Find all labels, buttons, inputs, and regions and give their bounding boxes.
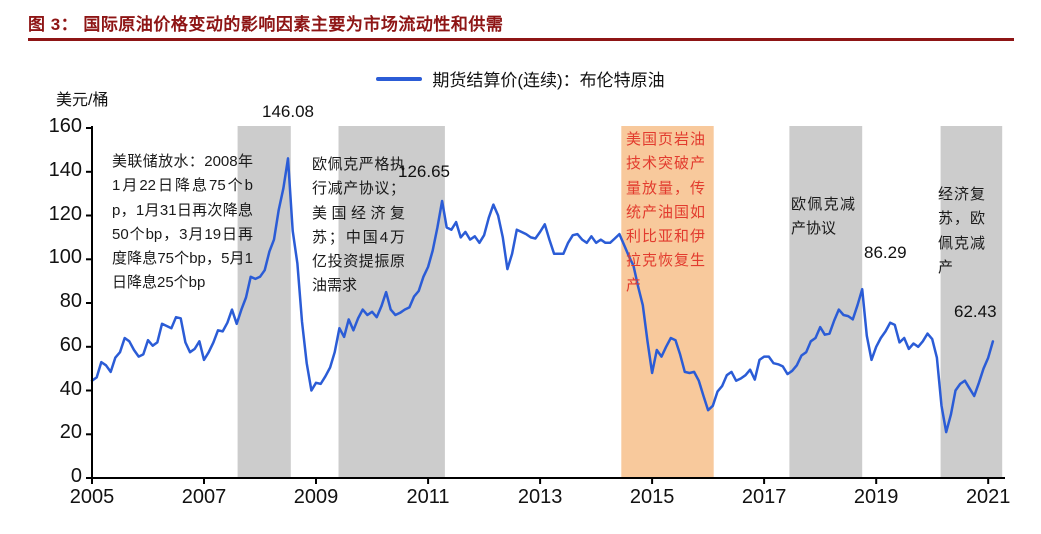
highlight-band	[237, 126, 291, 478]
legend-label: 期货结算价(连续)：布伦特原油	[432, 71, 665, 90]
x-axis-tick-label: 2017	[741, 486, 787, 508]
y-axis-tick-label: 80	[59, 290, 82, 312]
y-axis-unit-label: 美元/桶	[56, 92, 109, 109]
end-label-2021: 62.43	[954, 302, 997, 321]
peak-label-2008: 146.08	[262, 102, 314, 121]
y-axis-tick-label: 100	[48, 246, 82, 269]
x-axis-tick-label: 2013	[517, 486, 563, 508]
annotation-opec-strict-cuts: 欧佩克严格执行减产协议；美国经济复苏；中国4万亿投资提振原油需求	[312, 156, 405, 295]
annotation-us-shale: 美国页岩油技术突破产量放量，传统产油国如利比亚和伊拉克恢复生产	[626, 131, 705, 294]
x-axis-tick-label: 2007	[181, 486, 227, 508]
y-axis-tick-label: 160	[48, 115, 82, 137]
x-axis-tick-label: 2015	[629, 486, 675, 508]
peak-label-2011: 126.65	[398, 162, 450, 181]
x-axis-tick-label: 2005	[69, 486, 115, 508]
y-axis-tick-label: 140	[48, 158, 82, 181]
y-axis-tick-label: 60	[59, 333, 82, 356]
brent-price-line	[90, 157, 995, 434]
peak-label-2018: 86.29	[864, 243, 907, 262]
annotation-economic-recovery: 经济复苏，欧佩克减产	[938, 186, 985, 276]
highlight-band	[338, 126, 445, 478]
x-axis-tick-label: 2019	[853, 486, 899, 508]
y-axis-tick-label: 120	[48, 202, 82, 225]
highlight-band	[621, 126, 714, 478]
title-underline	[28, 38, 1014, 41]
x-axis-tick-label: 2009	[293, 486, 339, 508]
annotation-opec-cut-agreement: 欧佩克减产协议	[791, 196, 855, 238]
legend-line-swatch	[376, 76, 423, 81]
figure-title: 图 3： 国际原油价格变动的影响因素主要为市场流动性和供需	[28, 15, 504, 34]
y-axis-tick-label: 0	[70, 465, 82, 487]
y-axis-tick-label: 40	[59, 377, 82, 400]
x-axis-tick-label: 2011	[406, 486, 450, 508]
y-axis-tick-label: 20	[59, 421, 82, 444]
legend: 期货结算价(连续)：布伦特原油	[0, 66, 1041, 91]
highlight-band	[789, 126, 863, 478]
x-axis-tick-label: 2021	[965, 486, 1011, 508]
annotation-fed-easing: 美联储放水：2008年1月22日降息75个bp，1月31日再次降息50个bp，3…	[112, 153, 253, 292]
